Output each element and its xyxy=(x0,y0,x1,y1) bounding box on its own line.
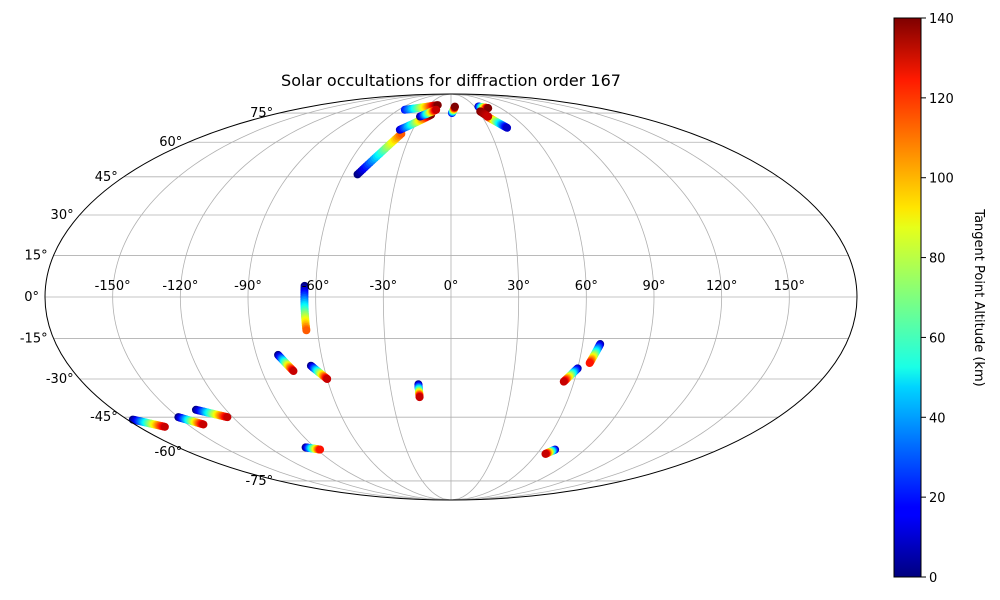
map-grid xyxy=(45,93,857,501)
longitude-tick-label: 90° xyxy=(642,279,665,294)
data-point xyxy=(415,393,424,402)
data-point xyxy=(559,377,568,386)
colorbar-label: Tangent Point Altitude (km) xyxy=(971,208,986,386)
latitude-tick-label: -75° xyxy=(245,474,273,489)
longitude-tick-label: -90° xyxy=(234,279,262,294)
data-point xyxy=(450,102,459,111)
colorbar-tick-label: 20 xyxy=(929,491,946,506)
data-points xyxy=(128,101,605,458)
data-point xyxy=(160,422,169,431)
latitude-tick-label: 0° xyxy=(24,290,39,305)
latitude-tick-label: -15° xyxy=(20,332,48,347)
longitude-tick-label: -60° xyxy=(302,279,330,294)
data-point xyxy=(503,123,512,132)
longitude-tick-labels: -150° -120° -90° -60° -30° 0° 30° 60° 90° 120° 150… xyxy=(95,279,805,294)
latitude-tick-label: 75° xyxy=(250,106,273,121)
colorbar-ticks: 0 20 40 60 80 100 120 140 xyxy=(921,12,954,586)
latitude-tick-label: 15° xyxy=(25,248,48,263)
longitude-gridline xyxy=(112,93,452,501)
longitude-gridline xyxy=(450,93,790,501)
longitude-gridline xyxy=(450,93,520,501)
longitude-tick-label: 150° xyxy=(774,279,805,294)
latitude-tick-label: 45° xyxy=(95,170,118,185)
latitude-tick-label: 60° xyxy=(159,135,182,150)
map-frame xyxy=(44,93,858,501)
colorbar-tick-label: 40 xyxy=(929,411,946,426)
data-point xyxy=(585,359,594,368)
data-point xyxy=(432,105,441,114)
colorbar-tick-label: 100 xyxy=(929,172,954,187)
latitude-tick-labels: -75° -60° -45° -30° -15° 0° 15° 30° 45° 60° 75° xyxy=(20,106,273,489)
longitude-tick-label: 30° xyxy=(507,279,530,294)
colorbar xyxy=(893,17,922,578)
longitude-tick-label: 0° xyxy=(444,279,459,294)
longitude-gridline xyxy=(382,93,452,501)
data-point xyxy=(289,367,298,376)
data-point xyxy=(223,413,232,422)
longitude-gridline xyxy=(450,93,655,501)
map-boundary xyxy=(44,93,858,501)
colorbar-tick-label: 60 xyxy=(929,331,946,346)
data-point xyxy=(302,326,311,335)
latitude-tick-label: -45° xyxy=(90,410,118,425)
colorbar-tick-label: 0 xyxy=(929,571,937,586)
longitude-tick-label: -120° xyxy=(162,279,198,294)
latitude-tick-label: -60° xyxy=(155,445,183,460)
latitude-tick-label: 30° xyxy=(51,208,74,223)
longitude-gridline xyxy=(315,93,452,501)
colorbar-tick-label: 80 xyxy=(929,252,946,267)
chart-title: Solar occultations for diffraction order… xyxy=(281,71,621,90)
longitude-tick-label: -150° xyxy=(95,279,131,294)
latitude-tick-label: -30° xyxy=(46,372,74,387)
longitude-gridline xyxy=(179,93,452,501)
data-point xyxy=(484,112,493,121)
longitude-tick-label: 120° xyxy=(706,279,737,294)
data-point xyxy=(323,375,332,384)
longitude-gridline xyxy=(450,93,587,501)
data-point xyxy=(199,420,208,429)
longitude-tick-label: 60° xyxy=(575,279,598,294)
colorbar-tick-label: 120 xyxy=(929,92,954,107)
longitude-tick-label: -30° xyxy=(369,279,397,294)
data-point xyxy=(541,449,550,458)
data-point xyxy=(316,445,325,454)
longitude-gridline xyxy=(450,93,723,501)
data-point xyxy=(484,104,493,113)
colorbar-tick-label: 140 xyxy=(929,12,954,27)
